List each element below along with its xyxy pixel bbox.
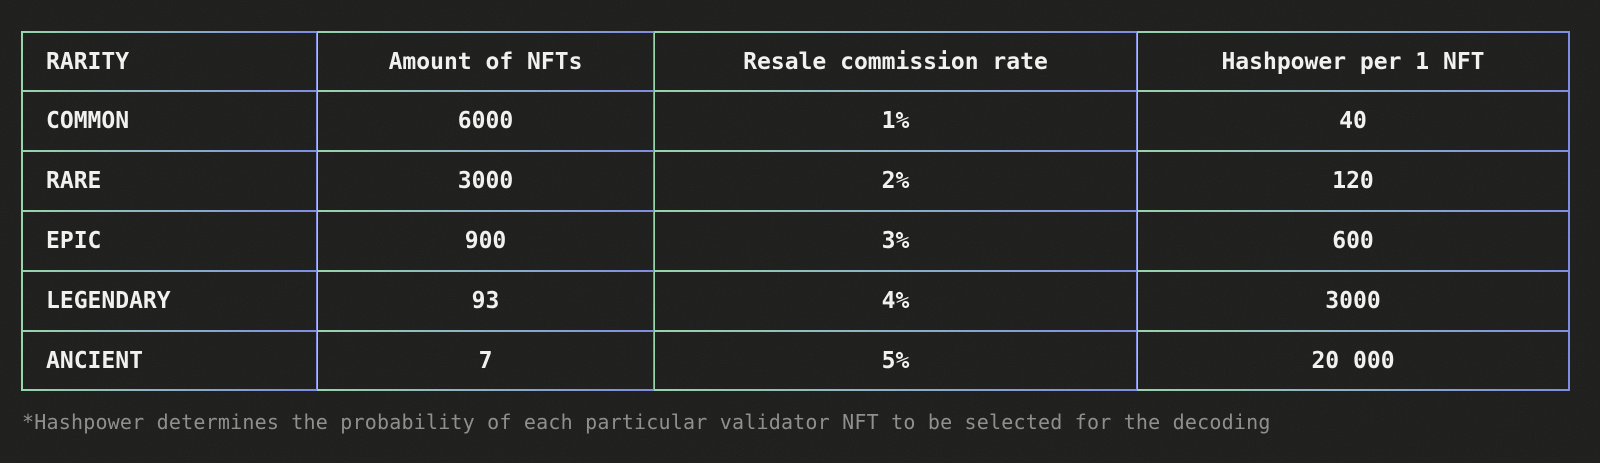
table-row-rare: RARE 3000 2% 120: [21, 151, 1570, 211]
rarity-table: RARITY Amount of NFTs Resale commission …: [21, 31, 1570, 391]
cell-commission: 2%: [654, 151, 1137, 211]
cell-rarity: LEGENDARY: [21, 271, 317, 331]
cell-amount: 93: [317, 271, 654, 331]
cell-hashpower: 20 000: [1137, 331, 1570, 391]
cell-amount: 6000: [317, 91, 654, 151]
cell-commission: 1%: [654, 91, 1137, 151]
cell-amount: 3000: [317, 151, 654, 211]
rarity-table-container: RARITY Amount of NFTs Resale commission …: [21, 31, 1570, 391]
column-header-rarity: RARITY: [21, 31, 317, 91]
cell-hashpower: 600: [1137, 211, 1570, 271]
table-row-legendary: LEGENDARY 93 4% 3000: [21, 271, 1570, 331]
cell-hashpower: 40: [1137, 91, 1570, 151]
column-header-commission: Resale commission rate: [654, 31, 1137, 91]
cell-commission: 3%: [654, 211, 1137, 271]
cell-amount: 900: [317, 211, 654, 271]
cell-commission: 5%: [654, 331, 1137, 391]
cell-hashpower: 3000: [1137, 271, 1570, 331]
column-header-hashpower: Hashpower per 1 NFT: [1137, 31, 1570, 91]
cell-rarity: COMMON: [21, 91, 317, 151]
cell-commission: 4%: [654, 271, 1137, 331]
cell-rarity: RARE: [21, 151, 317, 211]
table-row-common: COMMON 6000 1% 40: [21, 91, 1570, 151]
cell-amount: 7: [317, 331, 654, 391]
hashpower-footnote: *Hashpower determines the probability of…: [22, 410, 1271, 434]
table-row-ancient: ANCIENT 7 5% 20 000: [21, 331, 1570, 391]
cell-rarity: EPIC: [21, 211, 317, 271]
cell-hashpower: 120: [1137, 151, 1570, 211]
cell-rarity: ANCIENT: [21, 331, 317, 391]
column-header-amount: Amount of NFTs: [317, 31, 654, 91]
header-row: RARITY Amount of NFTs Resale commission …: [21, 31, 1570, 91]
table-row-epic: EPIC 900 3% 600: [21, 211, 1570, 271]
